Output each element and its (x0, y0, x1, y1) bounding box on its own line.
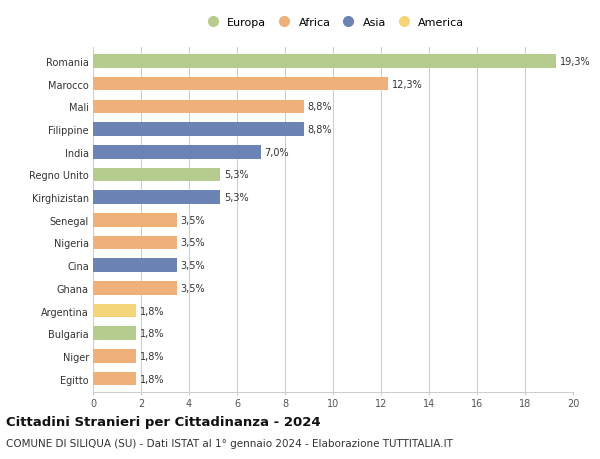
Bar (93, 304, 136, 318)
Text: 12,3%: 12,3% (392, 79, 422, 90)
Text: 8,8%: 8,8% (308, 102, 332, 112)
Text: 3,5%: 3,5% (181, 215, 205, 225)
Bar (93, 146, 261, 159)
Text: 1,8%: 1,8% (140, 374, 164, 384)
Text: COMUNE DI SILIQUA (SU) - Dati ISTAT al 1° gennaio 2024 - Elaborazione TUTTITALIA: COMUNE DI SILIQUA (SU) - Dati ISTAT al 1… (6, 438, 453, 448)
Bar (93, 191, 220, 204)
Text: 5,3%: 5,3% (224, 170, 248, 180)
Text: 5,3%: 5,3% (224, 193, 248, 203)
Bar (93, 236, 177, 250)
Bar (93, 123, 304, 136)
Text: 3,5%: 3,5% (181, 238, 205, 248)
Text: 3,5%: 3,5% (181, 283, 205, 293)
Text: 19,3%: 19,3% (560, 57, 590, 67)
Bar (93, 100, 304, 114)
Text: Cittadini Stranieri per Cittadinanza - 2024: Cittadini Stranieri per Cittadinanza - 2… (6, 415, 320, 428)
Legend: Europa, Africa, Asia, America: Europa, Africa, Asia, America (199, 16, 467, 30)
Bar (93, 78, 388, 91)
Bar (93, 259, 177, 272)
Bar (93, 55, 556, 68)
Bar (93, 281, 177, 295)
Bar (93, 349, 136, 363)
Text: 1,8%: 1,8% (140, 329, 164, 339)
Bar (93, 372, 136, 386)
Bar (93, 327, 136, 341)
Text: 1,8%: 1,8% (140, 351, 164, 361)
Text: 8,8%: 8,8% (308, 125, 332, 135)
Text: 3,5%: 3,5% (181, 261, 205, 271)
Text: 7,0%: 7,0% (265, 147, 289, 157)
Bar (93, 213, 177, 227)
Text: 1,8%: 1,8% (140, 306, 164, 316)
Bar (93, 168, 220, 182)
